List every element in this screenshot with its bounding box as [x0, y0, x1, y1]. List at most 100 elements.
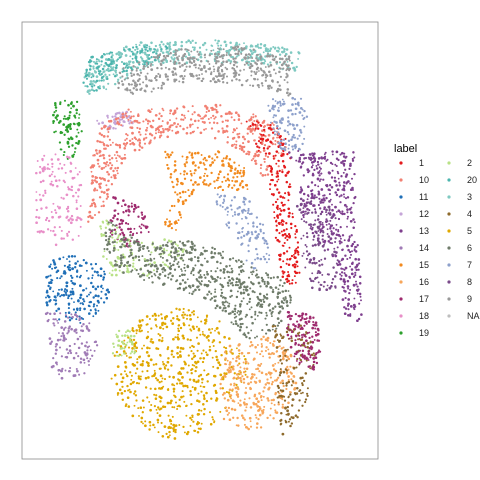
scatter-point	[159, 45, 162, 49]
scatter-point	[214, 58, 217, 61]
scatter-point	[258, 292, 262, 296]
scatter-point	[147, 376, 150, 379]
scatter-point	[75, 270, 79, 274]
scatter-point	[79, 225, 82, 228]
scatter-point	[154, 387, 157, 391]
scatter-point	[234, 74, 237, 77]
scatter-point	[132, 79, 135, 83]
scatter-point	[78, 276, 82, 279]
scatter-point	[254, 381, 258, 384]
scatter-point	[64, 356, 67, 359]
scatter-point	[143, 278, 146, 282]
scatter-point	[155, 132, 157, 135]
scatter-point	[282, 138, 286, 142]
scatter-point	[173, 437, 177, 440]
scatter-point	[146, 72, 149, 75]
scatter-point	[276, 172, 279, 175]
scatter-point	[230, 267, 233, 270]
scatter-point	[245, 402, 249, 406]
scatter-point	[164, 56, 167, 60]
scatter-point	[191, 113, 194, 116]
scatter-point	[165, 364, 168, 367]
scatter-point	[198, 74, 201, 76]
scatter-point	[236, 364, 239, 367]
scatter-point	[222, 48, 225, 51]
scatter-point	[247, 222, 250, 225]
scatter-point	[238, 279, 241, 282]
scatter-point	[44, 189, 47, 192]
scatter-point	[215, 355, 218, 359]
scatter-point	[191, 311, 194, 314]
scatter-point	[126, 134, 129, 137]
scatter-point	[100, 227, 103, 230]
scatter-point	[287, 263, 291, 267]
scatter-point	[100, 127, 104, 130]
scatter-point	[128, 264, 132, 267]
scatter-point	[85, 327, 89, 330]
scatter-point	[155, 78, 158, 82]
scatter-point	[76, 216, 80, 219]
scatter-point	[202, 181, 205, 184]
scatter-point	[79, 284, 82, 288]
scatter-point	[133, 203, 136, 206]
scatter-point	[163, 367, 167, 370]
scatter-point	[129, 382, 133, 386]
scatter-point	[260, 82, 264, 85]
scatter-point	[172, 241, 175, 244]
scatter-point	[271, 307, 275, 310]
scatter-point	[265, 311, 268, 314]
scatter-point	[239, 182, 242, 185]
scatter-point	[102, 156, 106, 160]
scatter-point	[46, 319, 50, 323]
scatter-point	[121, 398, 125, 402]
scatter-point	[267, 348, 270, 351]
scatter-point	[182, 336, 186, 340]
scatter-point	[196, 422, 199, 426]
scatter-point	[261, 278, 265, 282]
scatter-point	[141, 245, 145, 248]
scatter-point	[201, 360, 205, 364]
scatter-point	[272, 68, 276, 71]
scatter-point	[244, 391, 248, 395]
scatter-point	[327, 206, 330, 209]
scatter-point	[340, 274, 343, 277]
scatter-point	[224, 40, 227, 43]
scatter-point	[94, 70, 97, 74]
scatter-point	[274, 139, 277, 142]
scatter-point	[127, 336, 130, 339]
scatter-point	[221, 188, 225, 192]
scatter-point	[75, 318, 78, 321]
scatter-point	[172, 423, 176, 427]
scatter-point	[197, 271, 201, 274]
scatter-point	[106, 116, 109, 119]
scatter-point	[203, 385, 206, 388]
scatter-point	[290, 282, 294, 285]
scatter-point	[60, 326, 64, 329]
scatter-point	[212, 418, 215, 421]
scatter-point	[247, 209, 250, 212]
scatter-point	[234, 283, 238, 287]
scatter-point	[276, 109, 279, 112]
scatter-point	[293, 127, 296, 131]
scatter-point	[234, 52, 237, 56]
scatter-point	[102, 276, 106, 279]
scatter-point	[133, 207, 136, 211]
scatter-point	[67, 145, 71, 148]
scatter-point	[319, 167, 322, 170]
scatter-point	[138, 127, 142, 130]
scatter-point	[214, 153, 217, 156]
scatter-point	[107, 164, 110, 167]
scatter-point	[125, 264, 129, 268]
scatter-point	[117, 78, 120, 81]
scatter-point	[250, 64, 254, 68]
scatter-point	[89, 349, 92, 352]
scatter-point	[172, 337, 175, 341]
scatter-point	[124, 222, 128, 225]
scatter-point	[350, 268, 354, 271]
scatter-point	[335, 233, 339, 236]
scatter-point	[333, 176, 337, 179]
scatter-point	[240, 179, 244, 183]
cluster-7-points	[215, 193, 271, 270]
scatter-point	[163, 268, 167, 272]
scatter-point	[64, 314, 67, 317]
